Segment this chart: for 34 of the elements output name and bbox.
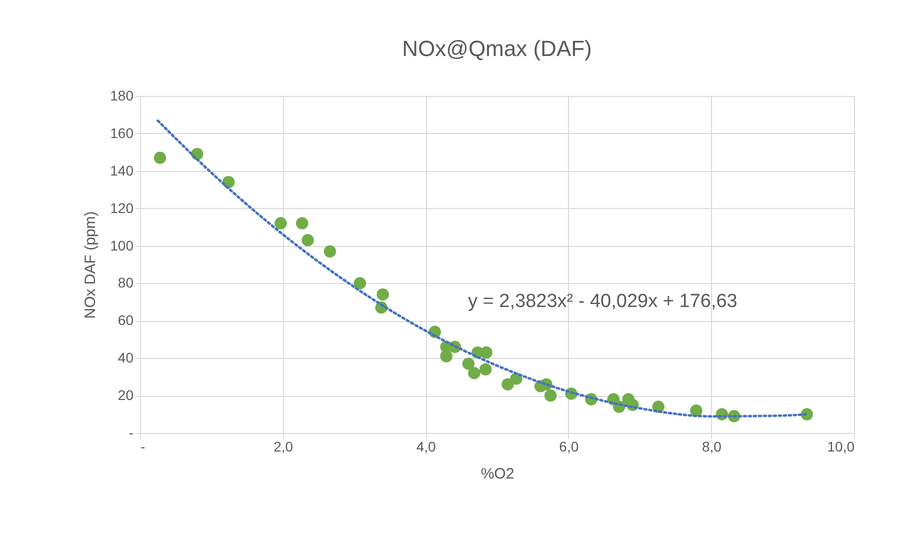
y-tick-label: 100 — [110, 237, 134, 254]
y-axis-title: NOx DAF (ppm) — [82, 211, 100, 319]
y-tick-label: 120 — [110, 200, 134, 216]
point — [502, 378, 514, 390]
x-tick-label: 8,0 — [702, 438, 722, 454]
annotation: y = 2,3823x² - 40,029x + 176,63 — [468, 291, 738, 312]
y-tick-label: 160 — [110, 124, 134, 141]
point — [274, 217, 287, 230]
x-tick-label: 10,0 — [827, 438, 855, 454]
x-axis-title: %O2 — [480, 466, 514, 482]
chart-title: NOx@Qmax (DAF) — [402, 36, 592, 61]
y-tick-label: 140 — [110, 162, 134, 178]
point — [440, 350, 452, 362]
x-tick-label: 4,0 — [416, 438, 436, 454]
point — [324, 245, 336, 258]
point — [468, 366, 480, 380]
x-tick-label: 6,0 — [559, 438, 579, 454]
x-tick-label: 2,0 — [274, 438, 294, 454]
y-tick-label: 180 — [110, 88, 134, 104]
point — [479, 363, 492, 376]
y-tick-label: 40 — [118, 350, 134, 366]
point — [302, 234, 314, 246]
point — [296, 217, 308, 230]
point — [154, 152, 166, 164]
point — [690, 404, 702, 417]
y-tick-label: 20 — [118, 387, 134, 404]
x-tick-label: - — [140, 438, 146, 454]
point — [354, 277, 366, 290]
y-tick-label: 80 — [118, 274, 134, 291]
point — [544, 389, 557, 402]
point — [376, 288, 389, 301]
y-tick-label: - — [128, 424, 134, 440]
point — [462, 358, 475, 370]
y-tick-label: 60 — [118, 312, 134, 328]
